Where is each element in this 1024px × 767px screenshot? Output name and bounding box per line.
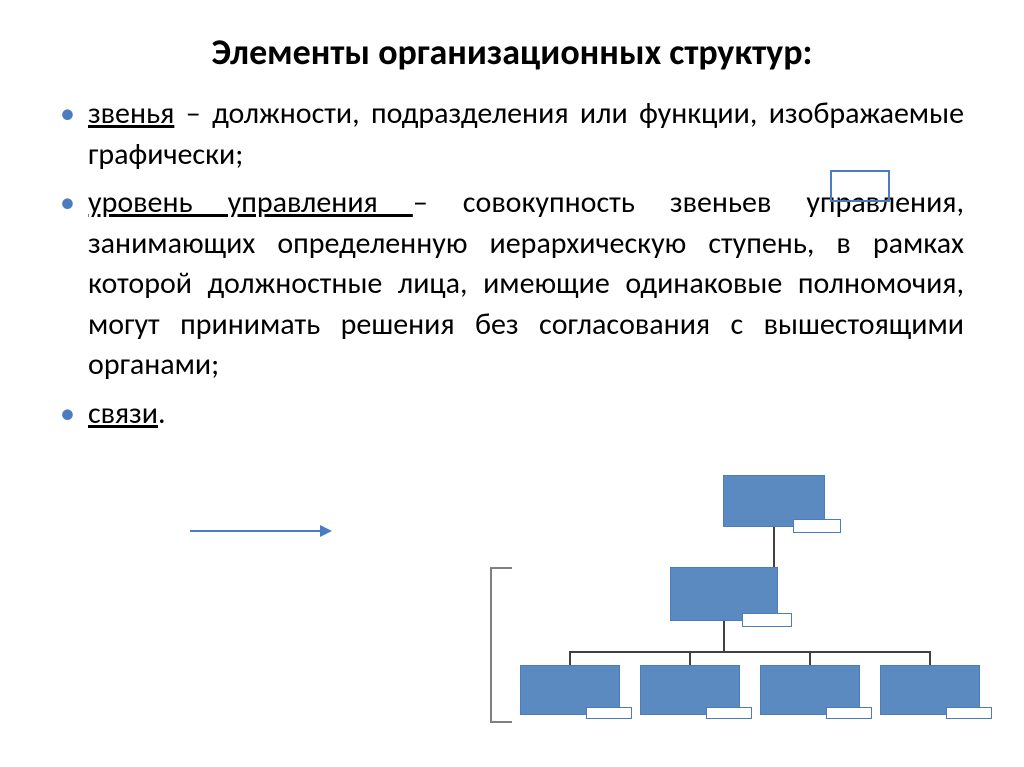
- bullet-term: звенья: [88, 95, 174, 132]
- arrow-head: [320, 525, 332, 537]
- bullet-term: связи: [88, 395, 158, 432]
- arrow-line: [190, 530, 322, 532]
- bullet-term: уровень управления: [88, 184, 413, 221]
- chart-node-label: [793, 519, 841, 533]
- chart-line: [689, 651, 691, 665]
- slide-title: Элементы организационных структур:: [60, 30, 964, 74]
- slide: Элементы организационных структур: звень…: [0, 0, 1024, 767]
- chart-node-label: [826, 707, 872, 719]
- bullet-item: уровень управления – совокупность звенье…: [60, 183, 964, 386]
- org-chart: [520, 475, 990, 735]
- bullet-rest: .: [158, 395, 166, 432]
- example-box-icon: [830, 170, 890, 202]
- chart-line: [723, 621, 725, 651]
- chart-node-label: [946, 707, 992, 719]
- chart-node-label: [706, 707, 752, 719]
- level-bracket-icon: [490, 567, 512, 723]
- chart-line: [929, 651, 931, 665]
- chart-line: [773, 527, 775, 567]
- chart-line: [569, 651, 571, 665]
- bullet-rest: – должности, подразделения или функции, …: [88, 95, 964, 173]
- chart-line: [569, 651, 931, 653]
- bullet-item: связи.: [60, 394, 964, 435]
- chart-node-label: [742, 613, 792, 627]
- bullet-list: звенья – должности, подразделения или фу…: [60, 94, 964, 434]
- chart-line: [809, 651, 811, 665]
- chart-node-label: [586, 707, 632, 719]
- bullet-item: звенья – должности, подразделения или фу…: [60, 94, 964, 175]
